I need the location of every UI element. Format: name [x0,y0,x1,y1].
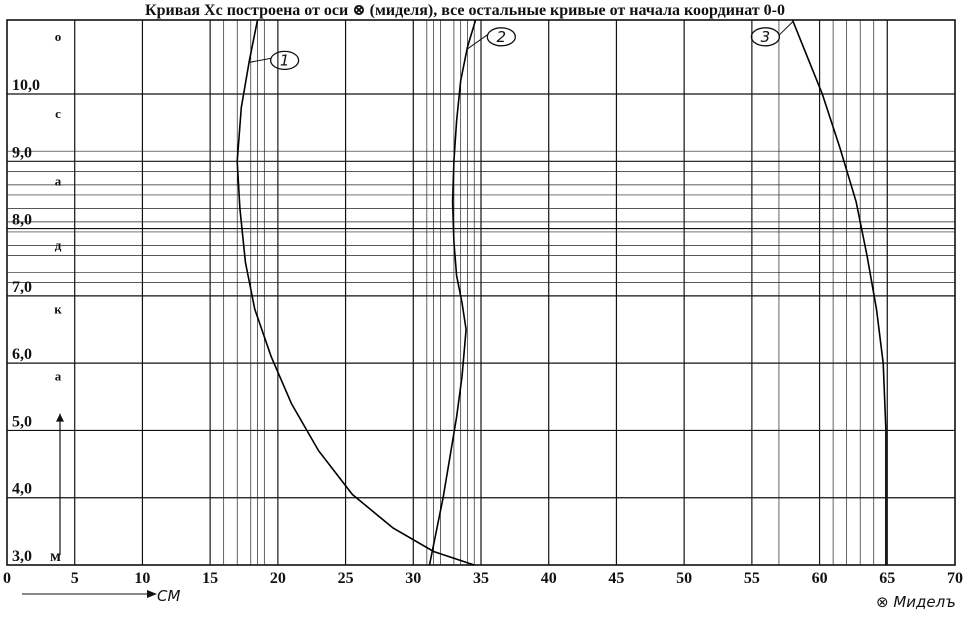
curve-leader-3 [779,21,793,36]
vertical-word-letter: к [54,301,62,316]
y-tick-label: 3,0 [12,548,32,565]
y-tick-label: 5,0 [12,413,32,430]
x-tick-label: 25 [338,570,354,587]
x-tick-label: 15 [202,570,218,587]
curve-label-3: 3 [761,28,771,46]
series-line-1 [236,19,475,566]
y-tick-label: 6,0 [12,346,32,363]
up-arrow-head [56,413,64,422]
y-unit-label: м [50,548,61,565]
series-layer [236,19,887,566]
x-tick-label: 55 [744,570,760,587]
vertical-word-letter: а [55,369,62,384]
y-tick-label: 8,0 [12,212,32,229]
x-tick-label: 5 [71,570,79,587]
y-tick-label: 10,0 [12,77,40,94]
x-tick-label: 60 [812,570,828,587]
curve-label-1: 1 [280,51,290,69]
x-tick-label: 70 [947,570,963,587]
x-tick-label: 0 [3,570,11,587]
y-tick-label: 9,0 [12,144,32,161]
grid-layer [6,19,956,566]
x-tick-label: 10 [134,570,150,587]
vertical-word-letter: д [55,237,62,252]
x-tick-label: 35 [473,570,489,587]
y-tick-label: 4,0 [12,481,32,498]
curve-label-ring-1 [269,50,300,71]
x-tick-label: 65 [879,570,895,587]
curve-leader-1 [249,57,271,63]
x-unit-label: СМ [157,587,180,605]
curve-leader-2 [467,34,488,50]
curve-label-ring-3 [750,27,781,47]
chart-title: Кривая Xc построена от оси ⊗ (миделя), в… [145,2,785,19]
x-tick-label: 20 [270,570,286,587]
x-tick-label: 45 [608,570,624,587]
x-tick-label: 30 [405,570,421,587]
vertical-word-letter: а [55,173,62,188]
midship-label: ⊗ Миделъ [876,593,956,611]
label-layer: 1 2 3 [249,21,793,71]
series-line-2 [428,19,477,566]
axis-layer: 0 5 10 15 20 25 30 35 40 45 50 55 60 65 70 3,0 м 4,0 5,0 6,… [3,29,963,598]
vertical-word-letter: с [55,106,61,121]
curve-label-2: 2 [497,28,507,46]
curve-label-ring-2 [486,27,516,47]
x-tick-label: 50 [676,570,692,587]
right-arrow-head [147,590,157,598]
vertical-word-letter: о [55,29,62,44]
y-tick-label: 7,0 [12,279,32,296]
series-line-3 [791,19,887,565]
x-tick-label: 40 [541,570,557,587]
